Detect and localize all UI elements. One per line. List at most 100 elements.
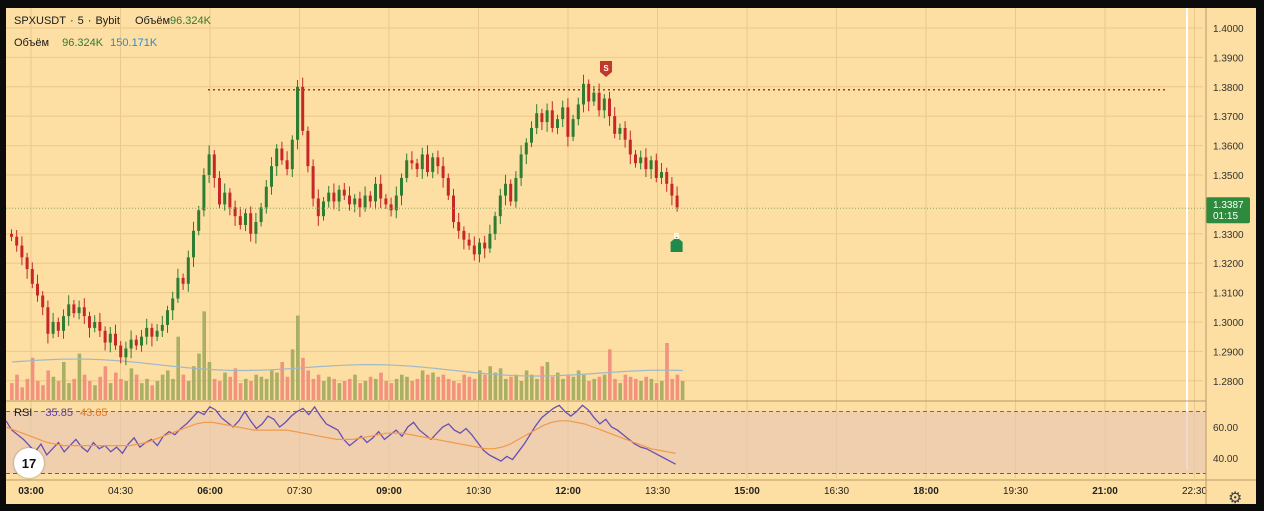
volume-bar (249, 381, 253, 400)
volume-bar (462, 374, 466, 400)
volume-bars (10, 311, 685, 400)
candle-body (576, 104, 580, 120)
volume-bar (327, 376, 331, 400)
volume-bar (124, 381, 128, 400)
candle-body (56, 322, 60, 331)
candle-body (348, 195, 351, 205)
candle-body (171, 298, 175, 311)
grid-lines (6, 8, 1203, 478)
candle-body (10, 233, 13, 237)
candle-body (322, 201, 325, 217)
candle-body (114, 333, 117, 346)
time-tick-label: 22:30 (1182, 486, 1207, 497)
volume-legend-value: 96.324K (62, 37, 104, 49)
candle-body (285, 160, 289, 170)
volume-bar (20, 387, 24, 400)
candle-body (275, 148, 279, 167)
candle-body (290, 139, 294, 170)
time-tick-label: 04:30 (108, 486, 133, 497)
candle-body (545, 110, 549, 123)
volume-bar (509, 376, 513, 400)
candle-body (488, 233, 492, 249)
candle-body (264, 186, 268, 208)
candle-body (535, 113, 539, 128)
candle-body (597, 92, 601, 111)
volume-bar (441, 374, 446, 400)
candle-body (561, 107, 565, 120)
candle-body (254, 222, 258, 234)
candle-body (400, 177, 403, 196)
tradingview-logo-icon[interactable]: 17 (14, 448, 44, 478)
chart-frame[interactable]: 1.3387 01:15 S B 1.4000 1.3900 1.3800 1.3700 1.… (6, 8, 1256, 507)
volume-bar (176, 336, 180, 400)
candle-body (524, 142, 528, 155)
volume-bar (644, 376, 648, 400)
volume-bar (72, 378, 76, 400)
candle-body (296, 86, 299, 140)
volume-bar (88, 381, 92, 400)
candle-body (493, 216, 497, 234)
volume-bar (41, 385, 45, 400)
legend-separator: · (69, 15, 74, 27)
candle-body (498, 195, 502, 217)
candle-body (472, 245, 476, 255)
rsi-band (6, 411, 1206, 474)
rsi-ma-legend-value: 43.65 (80, 407, 108, 419)
candle-body (374, 183, 377, 202)
candle-body (51, 322, 55, 334)
candle-body (259, 207, 263, 223)
candle-body (197, 210, 201, 231)
gear-icon[interactable]: ⚙ (1228, 490, 1243, 507)
volume-bar (576, 370, 581, 400)
volume-bar (582, 374, 586, 400)
volume-bar (488, 366, 492, 400)
volume-bar (192, 366, 196, 400)
candle-body (602, 98, 606, 111)
price-badge-countdown: 01:15 (1213, 211, 1238, 222)
candle-body (46, 307, 50, 334)
volume-bar (670, 378, 674, 400)
price-tick-label: 1.3700 (1213, 112, 1244, 123)
candle-body (155, 330, 159, 337)
symbol-name: SPXUSDT (14, 15, 66, 27)
volume-bar (197, 353, 201, 400)
candle-body (244, 213, 247, 225)
symbol-legend[interactable]: SPXUSDT · 5 · Bybit Объём96.324K (14, 15, 215, 27)
volume-bar (545, 362, 550, 400)
candle-body (504, 183, 507, 196)
candle-body (462, 230, 466, 240)
volume-bar (363, 381, 368, 400)
candle-body (311, 166, 315, 199)
rsi-legend[interactable]: RSI 35.85 43.65 (14, 407, 112, 419)
candle-body (660, 172, 663, 178)
rsi-pane[interactable] (6, 404, 1206, 474)
price-tick-label: 1.2800 (1213, 377, 1244, 388)
volume-bar (550, 376, 555, 400)
volume-bar (62, 362, 66, 400)
volume-bar (30, 357, 35, 400)
time-tick-label: 19:30 (1003, 486, 1028, 497)
volume-bar (556, 372, 560, 400)
price-tick-label: 1.3100 (1213, 289, 1244, 300)
volume-bar (155, 381, 160, 400)
candle-body (415, 163, 419, 170)
volume-bar (400, 374, 404, 400)
volume-bar (618, 383, 622, 400)
candle-body (394, 195, 398, 211)
candle-body (103, 330, 107, 343)
rsi-legend-value: 35.85 (45, 407, 73, 419)
volume-bar (67, 383, 71, 400)
candle-body (530, 127, 533, 143)
candle-body (316, 198, 320, 217)
candle-body (72, 304, 76, 314)
candle-body (540, 113, 544, 123)
volume-legend[interactable]: Объём 96.324K 150.171K (14, 37, 161, 49)
volume-bar (384, 381, 388, 400)
candle-body (181, 277, 185, 284)
candle-body (467, 239, 471, 246)
volume-bar (290, 349, 295, 400)
candle-body (140, 336, 143, 346)
time-tick-label: 12:00 (555, 486, 581, 497)
volume-bar (233, 368, 238, 400)
